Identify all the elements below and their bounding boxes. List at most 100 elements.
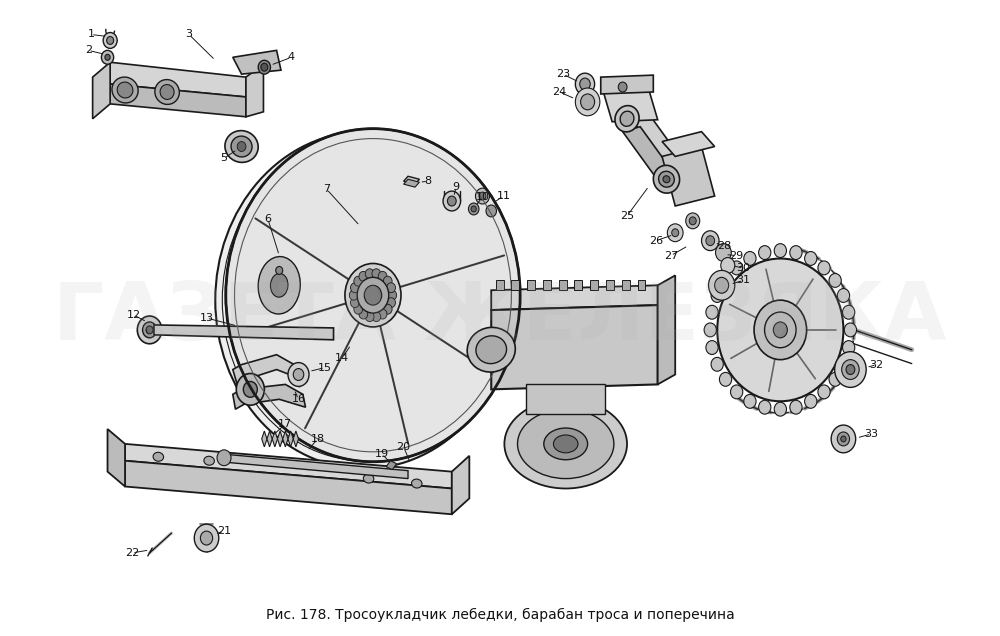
- Circle shape: [354, 304, 363, 314]
- Circle shape: [293, 368, 304, 380]
- Circle shape: [107, 36, 114, 45]
- Circle shape: [773, 322, 787, 338]
- Polygon shape: [543, 280, 551, 290]
- Circle shape: [243, 382, 257, 398]
- Circle shape: [575, 73, 595, 95]
- Circle shape: [137, 316, 162, 344]
- Text: 28: 28: [717, 240, 731, 251]
- Text: 14: 14: [335, 352, 349, 363]
- Text: 6: 6: [264, 214, 271, 224]
- Circle shape: [837, 357, 850, 371]
- Text: 2: 2: [85, 45, 92, 55]
- Circle shape: [686, 213, 700, 229]
- Ellipse shape: [363, 474, 374, 483]
- Circle shape: [618, 82, 627, 92]
- Ellipse shape: [467, 328, 515, 372]
- Circle shape: [711, 289, 723, 303]
- Circle shape: [215, 132, 513, 469]
- Circle shape: [217, 450, 231, 466]
- Circle shape: [716, 244, 731, 261]
- Circle shape: [387, 283, 395, 293]
- Text: 11: 11: [497, 191, 511, 201]
- Circle shape: [829, 273, 841, 287]
- Circle shape: [719, 273, 732, 287]
- Polygon shape: [623, 127, 680, 186]
- Circle shape: [105, 54, 110, 60]
- Polygon shape: [233, 50, 281, 74]
- Circle shape: [790, 400, 802, 414]
- Circle shape: [667, 224, 683, 242]
- Circle shape: [744, 394, 756, 408]
- Polygon shape: [293, 431, 299, 447]
- Circle shape: [364, 286, 382, 305]
- Circle shape: [805, 251, 817, 265]
- Circle shape: [194, 524, 219, 552]
- Circle shape: [711, 357, 723, 371]
- Circle shape: [365, 269, 374, 279]
- Circle shape: [581, 94, 595, 110]
- Ellipse shape: [258, 256, 300, 314]
- Polygon shape: [590, 280, 598, 290]
- Text: 23: 23: [556, 69, 570, 79]
- Text: 29: 29: [729, 251, 744, 261]
- Circle shape: [689, 217, 696, 225]
- Text: 31: 31: [737, 275, 751, 286]
- Circle shape: [101, 50, 114, 64]
- Text: 27: 27: [664, 251, 678, 261]
- Circle shape: [372, 269, 381, 279]
- Circle shape: [704, 323, 716, 337]
- Circle shape: [706, 341, 718, 354]
- Ellipse shape: [231, 136, 252, 157]
- Ellipse shape: [112, 77, 138, 103]
- Polygon shape: [491, 305, 658, 389]
- Circle shape: [354, 276, 363, 286]
- Circle shape: [715, 277, 729, 293]
- Circle shape: [744, 251, 756, 265]
- Text: 30: 30: [737, 263, 751, 273]
- Circle shape: [276, 266, 283, 274]
- Circle shape: [345, 263, 401, 327]
- Text: Рис. 178. Тросоукладчик лебедки, барабан троса и поперечина: Рис. 178. Тросоукладчик лебедки, барабан…: [266, 608, 734, 623]
- Ellipse shape: [544, 428, 588, 460]
- Polygon shape: [277, 431, 283, 447]
- Circle shape: [236, 373, 264, 405]
- Circle shape: [475, 188, 489, 204]
- Circle shape: [575, 88, 600, 116]
- Polygon shape: [386, 460, 397, 469]
- Polygon shape: [404, 176, 419, 184]
- Circle shape: [258, 60, 270, 74]
- Circle shape: [357, 277, 389, 313]
- Circle shape: [359, 272, 368, 281]
- Text: 20: 20: [397, 442, 411, 452]
- Text: 26: 26: [649, 236, 663, 245]
- Circle shape: [365, 312, 374, 322]
- Text: 13: 13: [200, 313, 214, 323]
- Circle shape: [443, 191, 461, 211]
- Text: 4: 4: [288, 52, 295, 62]
- Circle shape: [349, 290, 358, 300]
- Polygon shape: [606, 280, 614, 290]
- Polygon shape: [638, 280, 645, 290]
- Circle shape: [829, 373, 841, 386]
- Circle shape: [846, 364, 855, 375]
- Circle shape: [103, 32, 117, 48]
- Circle shape: [350, 283, 359, 293]
- Circle shape: [706, 236, 715, 245]
- Text: 21: 21: [217, 526, 231, 536]
- Polygon shape: [404, 179, 419, 187]
- Ellipse shape: [659, 171, 674, 187]
- Ellipse shape: [412, 479, 422, 488]
- Polygon shape: [125, 460, 452, 515]
- Circle shape: [837, 432, 850, 446]
- Circle shape: [479, 192, 486, 200]
- Circle shape: [372, 312, 381, 322]
- Text: 10: 10: [475, 192, 489, 202]
- Circle shape: [701, 231, 719, 251]
- Polygon shape: [125, 444, 452, 488]
- Polygon shape: [526, 384, 605, 414]
- Circle shape: [261, 63, 268, 71]
- Text: 19: 19: [375, 449, 389, 459]
- Circle shape: [143, 322, 157, 338]
- Circle shape: [721, 258, 735, 273]
- Circle shape: [709, 270, 735, 300]
